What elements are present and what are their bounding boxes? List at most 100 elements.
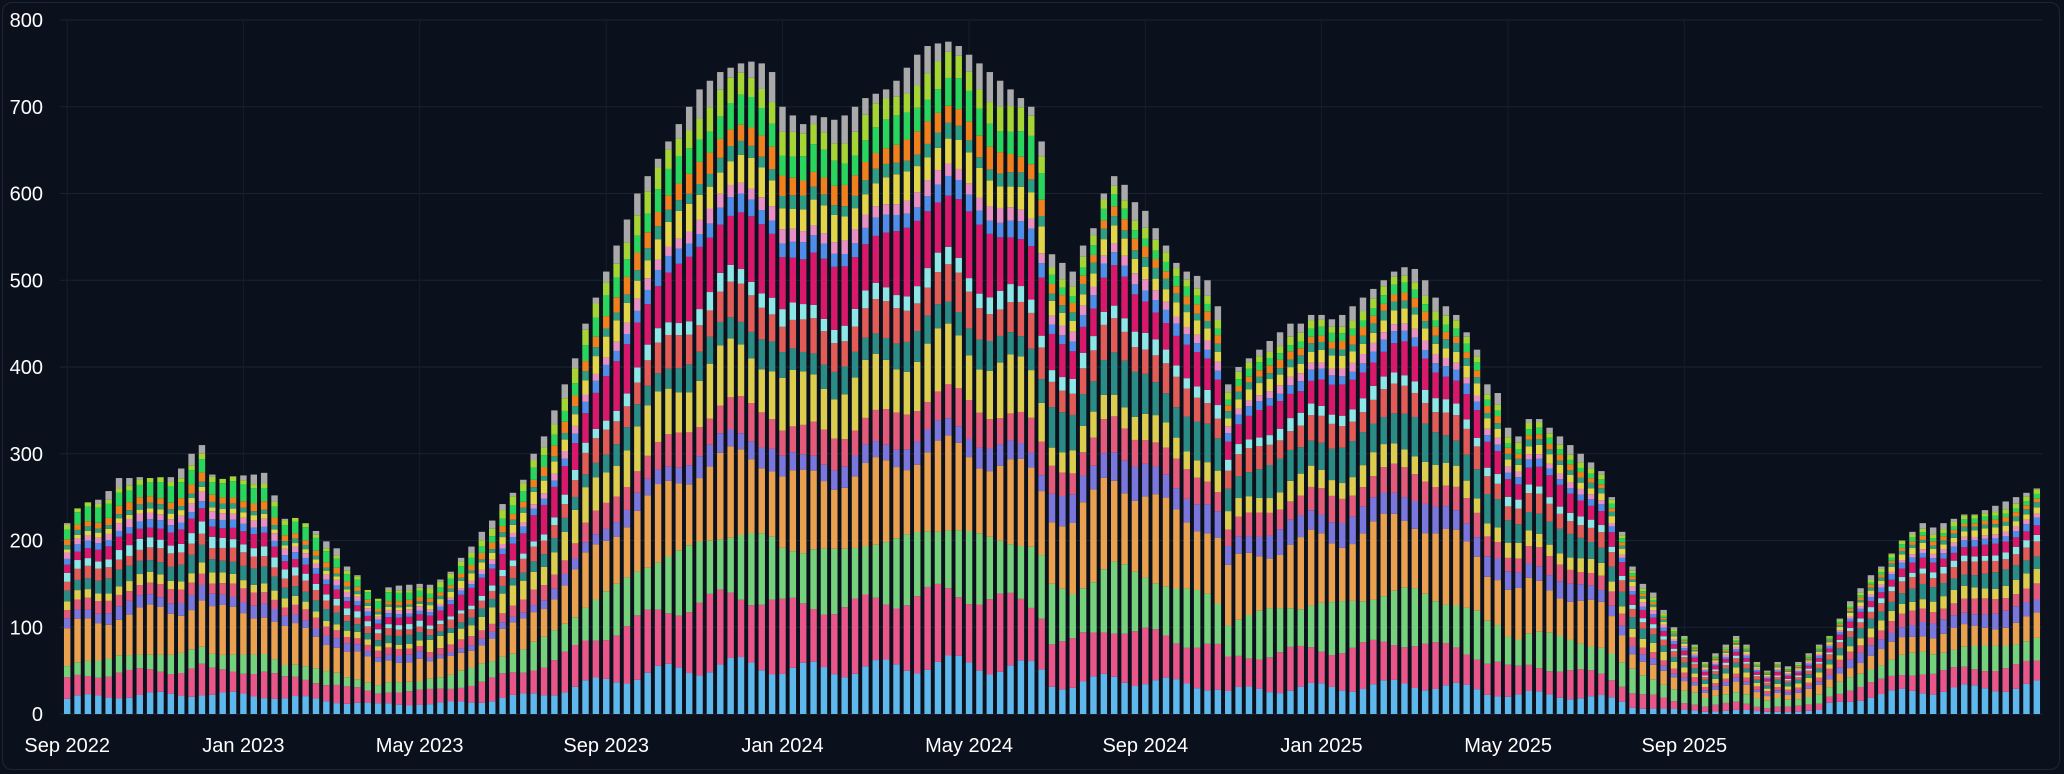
bar-segment xyxy=(1971,556,1978,562)
bar-segment xyxy=(1359,398,1367,413)
bar-segment xyxy=(95,532,102,538)
bar-segment xyxy=(126,514,133,519)
bar-segment xyxy=(1328,368,1336,376)
bar-segment xyxy=(955,125,962,140)
bar-segment xyxy=(1421,481,1429,504)
bar-segment xyxy=(540,534,548,541)
bar-segment xyxy=(1100,324,1108,360)
bar-segment xyxy=(209,474,216,477)
bar-segment xyxy=(1546,475,1553,498)
bar-segment xyxy=(333,672,340,685)
bar-segment xyxy=(1162,252,1170,262)
bar-segment xyxy=(1038,226,1045,254)
bar-segment xyxy=(1784,668,1792,670)
bar-segment xyxy=(136,477,143,480)
bar-segment xyxy=(1131,439,1139,467)
bar-segment xyxy=(1650,599,1657,602)
bar-segment xyxy=(478,552,486,560)
bar-segment xyxy=(654,484,662,563)
bar-segment xyxy=(1650,708,1657,714)
bar-segment xyxy=(271,567,278,577)
bar-segment xyxy=(903,227,911,297)
bar-segment xyxy=(1867,600,1875,608)
bar-segment xyxy=(281,587,289,599)
bar-segment xyxy=(965,355,973,401)
bar-segment xyxy=(1712,683,1719,687)
bar-segment xyxy=(1214,537,1222,604)
bar-segment xyxy=(395,592,403,602)
bar-segment xyxy=(1484,620,1491,664)
bar-segment xyxy=(820,177,828,195)
bar-segment xyxy=(1484,556,1491,577)
bar-segment xyxy=(748,145,755,158)
bar-segment xyxy=(613,583,620,636)
bar-segment xyxy=(1142,238,1149,247)
bar-segment xyxy=(924,180,931,197)
stacked-bar xyxy=(924,46,931,714)
bar-segment xyxy=(1618,535,1626,539)
bar-segment xyxy=(1515,572,1522,588)
bar-segment xyxy=(2023,683,2030,714)
bar-segment xyxy=(1857,588,1864,593)
bar-segment xyxy=(1795,679,1802,684)
bar-segment xyxy=(1670,629,1678,632)
bar-segment xyxy=(717,193,724,208)
bar-segment xyxy=(820,364,828,389)
bar-segment xyxy=(105,658,112,677)
bar-segment xyxy=(395,682,403,693)
bar-segment xyxy=(1639,591,1647,594)
bar-segment xyxy=(665,141,672,150)
bar-segment xyxy=(1577,467,1584,473)
bar-segment xyxy=(1784,712,1792,714)
bar-segment xyxy=(1266,657,1273,693)
bar-segment xyxy=(1701,663,1709,665)
bar-segment xyxy=(1940,548,1947,554)
bar-segment xyxy=(1743,650,1750,653)
bar-segment xyxy=(665,246,672,256)
bar-segment xyxy=(426,588,434,594)
bar-segment xyxy=(1981,520,1989,525)
bar-segment xyxy=(986,419,994,449)
bar-segment xyxy=(1587,572,1595,586)
bar-segment xyxy=(530,479,537,488)
bar-segment xyxy=(810,318,817,354)
bar-segment xyxy=(1421,328,1429,341)
bar-segment xyxy=(343,597,351,602)
bar-segment xyxy=(1909,675,1916,691)
bar-segment xyxy=(1463,383,1470,395)
bar-segment xyxy=(727,184,734,198)
bar-segment xyxy=(126,518,133,528)
bar-segment xyxy=(333,576,340,580)
bar-segment xyxy=(74,618,81,663)
bar-segment xyxy=(737,193,745,213)
bar-segment xyxy=(2002,569,2009,586)
bar-segment xyxy=(84,502,92,507)
bar-segment xyxy=(126,510,133,515)
bar-segment xyxy=(530,515,537,542)
bar-segment xyxy=(1142,266,1149,280)
bar-segment xyxy=(188,610,195,650)
bar-segment xyxy=(1577,500,1584,517)
bar-segment xyxy=(489,623,496,632)
bar-segment xyxy=(1276,458,1284,493)
bar-segment xyxy=(1307,682,1315,714)
bar-segment xyxy=(1847,621,1854,629)
bar-segment xyxy=(1971,598,1978,615)
bar-segment xyxy=(209,476,216,483)
bar-segment xyxy=(820,388,828,430)
bar-segment xyxy=(115,672,123,699)
bar-segment xyxy=(354,611,361,618)
bar-segment xyxy=(1618,686,1626,702)
bar-segment xyxy=(1380,376,1387,390)
bar-segment xyxy=(1328,326,1336,333)
bar-segment xyxy=(1183,286,1190,297)
bar-segment xyxy=(478,663,486,682)
bar-segment xyxy=(862,417,869,445)
bar-segment xyxy=(457,557,465,562)
bar-segment xyxy=(1815,655,1823,659)
bar-segment xyxy=(136,654,143,669)
bar-segment xyxy=(862,227,869,245)
bar-segment xyxy=(489,631,496,639)
bar-segment xyxy=(374,657,382,663)
bar-segment xyxy=(1339,349,1346,356)
